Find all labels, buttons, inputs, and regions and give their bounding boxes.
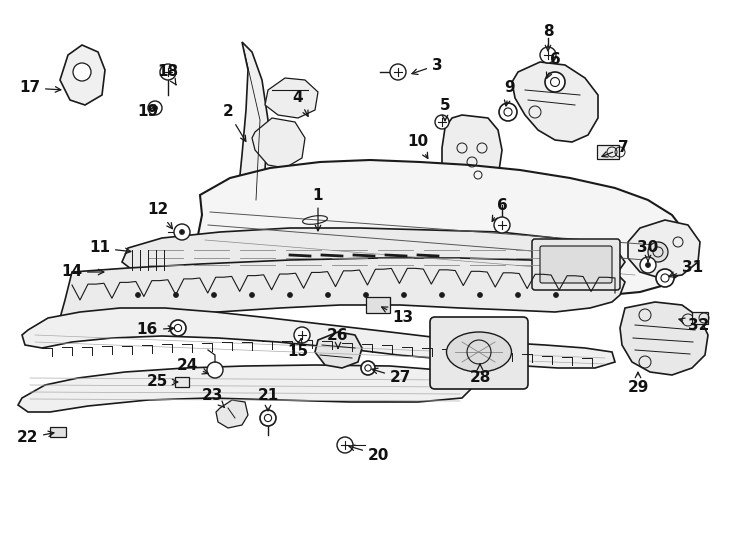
Circle shape <box>337 437 353 453</box>
Polygon shape <box>196 160 688 295</box>
Circle shape <box>656 269 674 287</box>
Text: 3: 3 <box>412 57 443 75</box>
Circle shape <box>440 293 445 298</box>
Circle shape <box>640 257 656 273</box>
FancyBboxPatch shape <box>540 246 612 283</box>
Text: 10: 10 <box>407 134 429 158</box>
Circle shape <box>435 115 449 129</box>
Text: 25: 25 <box>147 375 178 389</box>
Text: 32: 32 <box>679 318 709 333</box>
Text: 16: 16 <box>137 322 174 338</box>
Circle shape <box>170 320 186 336</box>
Text: 15: 15 <box>288 339 308 360</box>
Circle shape <box>401 293 407 298</box>
Text: 14: 14 <box>61 265 103 280</box>
Circle shape <box>207 362 223 378</box>
Polygon shape <box>122 228 625 278</box>
Text: 18: 18 <box>157 64 178 85</box>
Polygon shape <box>620 302 708 375</box>
Circle shape <box>211 293 217 298</box>
Text: 28: 28 <box>469 364 491 386</box>
Circle shape <box>553 293 559 298</box>
Text: 26: 26 <box>327 327 349 348</box>
Circle shape <box>180 230 184 234</box>
Polygon shape <box>238 42 268 235</box>
Text: 13: 13 <box>382 307 413 326</box>
Text: 19: 19 <box>137 105 159 119</box>
Circle shape <box>545 72 565 92</box>
Text: 20: 20 <box>349 445 389 462</box>
Polygon shape <box>22 308 615 368</box>
Circle shape <box>173 293 178 298</box>
Circle shape <box>174 224 190 240</box>
Bar <box>692 312 708 324</box>
Text: 12: 12 <box>148 202 172 229</box>
Text: 21: 21 <box>258 388 279 411</box>
Text: 8: 8 <box>542 24 553 51</box>
Circle shape <box>648 242 668 262</box>
Circle shape <box>325 293 330 298</box>
Circle shape <box>645 262 650 267</box>
Circle shape <box>494 217 510 233</box>
Bar <box>366 297 390 313</box>
Polygon shape <box>60 45 105 105</box>
Polygon shape <box>315 332 362 368</box>
Bar <box>175 377 189 387</box>
Circle shape <box>294 327 310 343</box>
Circle shape <box>478 293 482 298</box>
Circle shape <box>73 63 91 81</box>
FancyBboxPatch shape <box>430 317 528 389</box>
Text: 31: 31 <box>669 260 703 278</box>
Text: 29: 29 <box>628 372 649 395</box>
Text: 30: 30 <box>637 240 658 261</box>
Polygon shape <box>628 220 700 278</box>
Circle shape <box>499 103 517 121</box>
Polygon shape <box>252 118 305 168</box>
Bar <box>597 145 619 159</box>
Text: 4: 4 <box>293 90 308 116</box>
Text: 27: 27 <box>372 368 411 386</box>
Text: 22: 22 <box>16 430 54 445</box>
FancyBboxPatch shape <box>532 239 620 290</box>
Circle shape <box>363 293 368 298</box>
Polygon shape <box>18 365 472 412</box>
Circle shape <box>390 64 406 80</box>
Text: 6: 6 <box>547 52 560 78</box>
Circle shape <box>515 293 520 298</box>
Circle shape <box>288 293 293 298</box>
Polygon shape <box>216 400 248 428</box>
Polygon shape <box>60 258 625 328</box>
Circle shape <box>250 293 255 298</box>
Text: 7: 7 <box>602 140 628 157</box>
Text: 1: 1 <box>313 187 323 231</box>
Text: 5: 5 <box>440 98 451 121</box>
Bar <box>50 427 66 437</box>
Ellipse shape <box>446 332 512 372</box>
Text: 2: 2 <box>222 105 246 141</box>
Text: 17: 17 <box>19 80 61 96</box>
Circle shape <box>153 105 158 111</box>
Circle shape <box>540 47 556 63</box>
Polygon shape <box>442 115 502 202</box>
Circle shape <box>136 293 140 298</box>
Text: 11: 11 <box>89 240 131 255</box>
Circle shape <box>148 101 162 115</box>
Polygon shape <box>512 62 598 142</box>
Text: 6: 6 <box>493 198 507 221</box>
Text: 24: 24 <box>177 357 208 374</box>
Circle shape <box>361 361 375 375</box>
Polygon shape <box>265 78 318 118</box>
Circle shape <box>260 410 276 426</box>
Text: 23: 23 <box>201 388 225 407</box>
Circle shape <box>160 64 176 80</box>
Text: 9: 9 <box>504 80 515 106</box>
